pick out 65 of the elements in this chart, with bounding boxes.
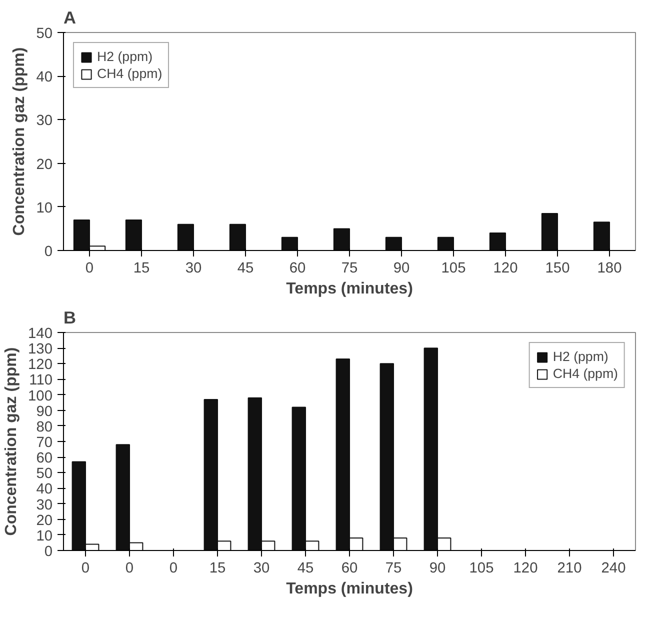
x-tick-label: 240 <box>601 560 626 576</box>
chart-title: B <box>64 308 76 328</box>
legend-label: CH4 (ppm) <box>552 366 618 381</box>
y-tick-label: 40 <box>36 482 53 498</box>
bar <box>281 236 298 250</box>
x-axis-title: Temps (minutes) <box>286 580 413 598</box>
legend-label: CH4 (ppm) <box>97 66 162 81</box>
y-tick-label: 0 <box>44 244 53 260</box>
x-tick-label: 0 <box>125 560 134 576</box>
y-tick-label: 30 <box>36 113 53 130</box>
chart-title: A <box>64 8 76 28</box>
x-tick-label: 210 <box>557 560 582 576</box>
x-tick-label: 150 <box>545 260 570 276</box>
x-tick-label: 0 <box>169 560 178 576</box>
x-tick-label: 45 <box>237 260 254 276</box>
y-tick-label: 100 <box>28 388 53 404</box>
x-tick-label: 75 <box>385 560 402 576</box>
y-tick-label: 0 <box>44 544 53 560</box>
x-tick-label: 90 <box>393 260 410 276</box>
y-tick-label: 50 <box>36 466 53 482</box>
y-tick-label: 20 <box>36 512 53 529</box>
x-tick-label: 60 <box>289 260 306 276</box>
bar <box>489 232 506 250</box>
y-axis-title: Concentration gaz (ppm) <box>11 47 28 236</box>
y-tick-label: 20 <box>36 156 53 173</box>
y-tick-label: 50 <box>36 26 53 42</box>
bar <box>177 224 194 250</box>
x-tick-label: 120 <box>493 260 518 276</box>
y-tick-label: 40 <box>36 70 53 86</box>
bar <box>125 219 142 250</box>
y-tick-label: 90 <box>36 404 53 420</box>
x-axis-title: Temps (minutes) <box>286 280 413 298</box>
x-tick-label: 75 <box>341 260 358 276</box>
y-tick-label: 140 <box>28 326 53 342</box>
legend-label: H2 (ppm) <box>552 349 608 364</box>
bar <box>385 236 402 250</box>
x-tick-label: 180 <box>597 260 622 276</box>
bar <box>437 236 454 250</box>
x-tick-label: 60 <box>341 560 358 576</box>
y-tick-label: 30 <box>36 497 53 514</box>
y-tick-label: 70 <box>36 435 53 451</box>
bar <box>229 224 246 250</box>
x-tick-label: 15 <box>133 260 150 276</box>
y-tick-label: 10 <box>36 200 53 216</box>
legend-label: H2 (ppm) <box>97 49 153 64</box>
bar <box>333 228 350 250</box>
x-tick-label: 120 <box>513 560 538 576</box>
x-tick-label: 30 <box>253 560 270 576</box>
x-tick-label: 30 <box>185 260 202 276</box>
x-tick-label: 105 <box>469 560 494 576</box>
x-tick-label: 105 <box>441 260 466 276</box>
y-axis-title: Concentration gaz (ppm) <box>3 347 20 536</box>
bar <box>541 212 558 250</box>
y-tick-label: 130 <box>28 342 53 358</box>
x-tick-label: 45 <box>297 560 314 576</box>
bar <box>593 222 610 250</box>
y-tick-label: 60 <box>36 450 53 467</box>
x-tick-label: 0 <box>85 260 94 276</box>
y-tick-label: 120 <box>28 357 53 374</box>
y-tick-label: 80 <box>36 419 53 436</box>
y-tick-label: 10 <box>36 528 53 544</box>
y-tick-label: 110 <box>29 372 53 389</box>
x-tick-label: 15 <box>209 560 226 576</box>
x-tick-label: 0 <box>81 560 90 576</box>
x-tick-label: 90 <box>429 560 446 576</box>
